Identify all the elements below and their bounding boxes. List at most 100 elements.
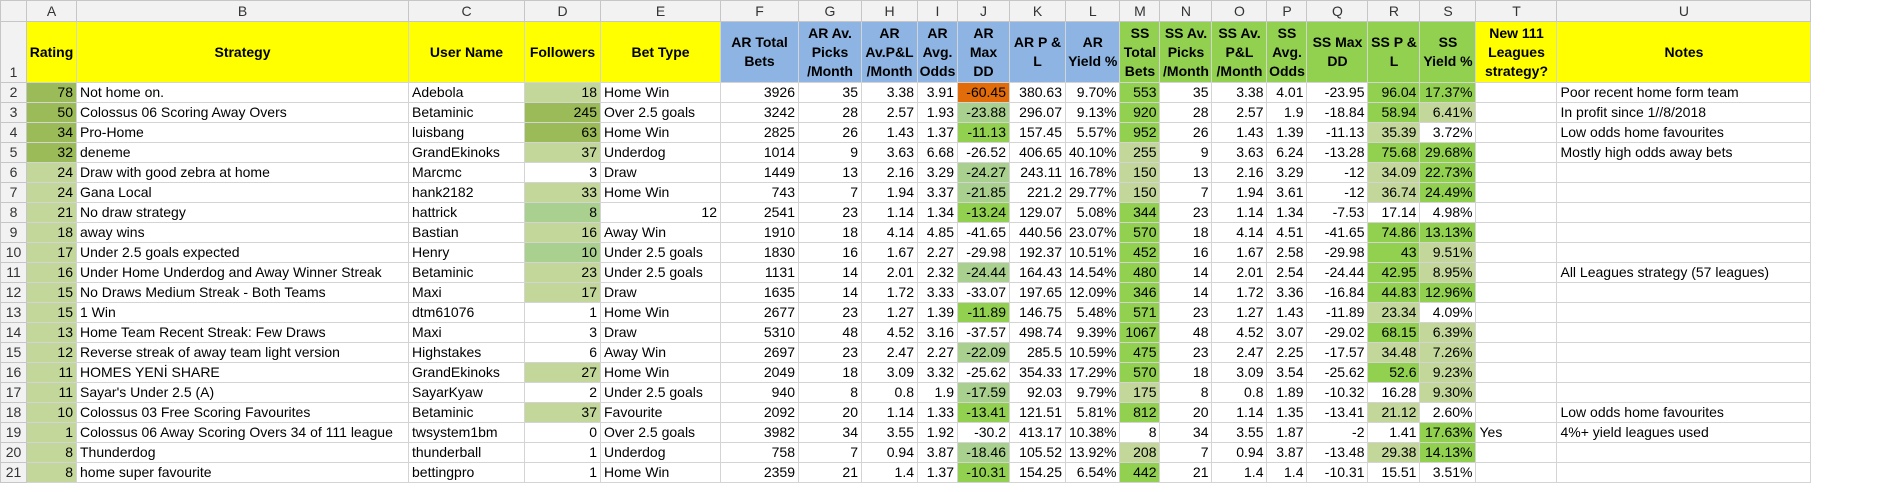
cell-u10[interactable] — [1556, 242, 1812, 263]
cell-c16[interactable]: GrandEkinoks — [408, 362, 525, 383]
row-number[interactable]: 4 — [0, 122, 27, 143]
cell-l19[interactable]: 10.38% — [1064, 422, 1121, 443]
cell-d19[interactable]: 0 — [524, 422, 601, 443]
cell-m8[interactable]: 344 — [1119, 202, 1161, 223]
cell-l14[interactable]: 9.39% — [1064, 322, 1121, 343]
cell-d16[interactable]: 27 — [524, 362, 601, 383]
cell-u4[interactable]: Low odds home favourites — [1556, 122, 1812, 143]
cell-s21[interactable]: 3.51% — [1419, 462, 1477, 483]
cell-m19[interactable]: 8 — [1119, 422, 1161, 443]
cell-b20[interactable]: Thunderdog — [76, 442, 409, 463]
cell-q4[interactable]: -11.13 — [1306, 122, 1369, 143]
cell-r18[interactable]: 21.12 — [1367, 402, 1421, 423]
cell-s11[interactable]: 8.95% — [1419, 262, 1477, 283]
header-cell[interactable]: AR Avg. Odds — [917, 21, 958, 83]
cell-g15[interactable]: 23 — [798, 342, 862, 363]
select-all-corner[interactable] — [0, 0, 27, 22]
cell-n13[interactable]: 23 — [1159, 302, 1213, 323]
cell-a4[interactable]: 34 — [26, 122, 77, 143]
cell-d18[interactable]: 37 — [524, 402, 601, 423]
cell-m13[interactable]: 571 — [1119, 302, 1161, 323]
cell-l13[interactable]: 5.48% — [1064, 302, 1121, 323]
cell-r17[interactable]: 16.28 — [1367, 382, 1421, 403]
cell-u3[interactable]: In profit since 1//8/2018 — [1556, 102, 1812, 123]
cell-e21[interactable]: Home Win — [600, 462, 721, 483]
cell-g12[interactable]: 14 — [798, 282, 862, 303]
cell-g6[interactable]: 13 — [798, 162, 862, 183]
cell-h4[interactable]: 1.43 — [861, 122, 918, 143]
cell-g20[interactable]: 7 — [798, 442, 862, 463]
cell-j9[interactable]: -41.65 — [957, 222, 1010, 243]
cell-g3[interactable]: 28 — [798, 102, 862, 123]
cell-q3[interactable]: -18.84 — [1306, 102, 1369, 123]
cell-f3[interactable]: 3242 — [720, 102, 799, 123]
cell-i16[interactable]: 3.32 — [917, 362, 958, 383]
column-header-c[interactable]: C — [408, 0, 525, 22]
header-cell[interactable]: AR Av.P&L /Month — [861, 21, 918, 83]
cell-e18[interactable]: Favourite — [600, 402, 721, 423]
row-number[interactable]: 15 — [0, 342, 27, 363]
cell-h17[interactable]: 0.8 — [861, 382, 918, 403]
cell-r5[interactable]: 75.68 — [1367, 142, 1421, 163]
cell-e14[interactable]: Draw — [600, 322, 721, 343]
cell-f8[interactable]: 2541 — [720, 202, 799, 223]
row-number[interactable]: 18 — [0, 402, 27, 423]
row-number[interactable]: 5 — [0, 142, 27, 163]
cell-u6[interactable] — [1556, 162, 1812, 183]
cell-j17[interactable]: -17.59 — [957, 382, 1010, 403]
cell-t15[interactable] — [1475, 342, 1558, 363]
cell-k17[interactable]: 92.03 — [1009, 382, 1066, 403]
column-header-e[interactable]: E — [600, 0, 721, 22]
cell-p19[interactable]: 1.87 — [1266, 422, 1308, 443]
cell-n8[interactable]: 23 — [1159, 202, 1213, 223]
cell-f19[interactable]: 3982 — [720, 422, 799, 443]
row-number[interactable]: 16 — [0, 362, 27, 383]
cell-c17[interactable]: SayarKyaw — [408, 382, 525, 403]
cell-p18[interactable]: 1.35 — [1266, 402, 1308, 423]
cell-j8[interactable]: -13.24 — [957, 202, 1010, 223]
cell-n6[interactable]: 13 — [1159, 162, 1213, 183]
cell-j2[interactable]: -60.45 — [957, 82, 1010, 103]
cell-k14[interactable]: 498.74 — [1009, 322, 1066, 343]
row-number[interactable]: 13 — [0, 302, 27, 323]
column-header-h[interactable]: H — [861, 0, 918, 22]
row-number[interactable]: 1 — [0, 21, 27, 83]
cell-d13[interactable]: 1 — [524, 302, 601, 323]
cell-h15[interactable]: 2.47 — [861, 342, 918, 363]
cell-l16[interactable]: 17.29% — [1064, 362, 1121, 383]
cell-b4[interactable]: Pro-Home — [76, 122, 409, 143]
cell-r4[interactable]: 35.39 — [1367, 122, 1421, 143]
cell-k12[interactable]: 197.65 — [1009, 282, 1066, 303]
cell-r3[interactable]: 58.94 — [1367, 102, 1421, 123]
cell-l12[interactable]: 12.09% — [1064, 282, 1121, 303]
cell-q11[interactable]: -24.44 — [1306, 262, 1369, 283]
cell-h14[interactable]: 4.52 — [861, 322, 918, 343]
cell-q17[interactable]: -10.32 — [1306, 382, 1369, 403]
cell-f18[interactable]: 2092 — [720, 402, 799, 423]
cell-n21[interactable]: 21 — [1159, 462, 1213, 483]
cell-j7[interactable]: -21.85 — [957, 182, 1010, 203]
cell-r13[interactable]: 23.34 — [1367, 302, 1421, 323]
cell-r6[interactable]: 34.09 — [1367, 162, 1421, 183]
cell-o12[interactable]: 1.72 — [1211, 282, 1268, 303]
cell-s20[interactable]: 14.13% — [1419, 442, 1477, 463]
cell-r21[interactable]: 15.51 — [1367, 462, 1421, 483]
cell-i18[interactable]: 1.33 — [917, 402, 958, 423]
cell-u16[interactable] — [1556, 362, 1812, 383]
cell-f4[interactable]: 2825 — [720, 122, 799, 143]
cell-u7[interactable] — [1556, 182, 1812, 203]
cell-a9[interactable]: 18 — [26, 222, 77, 243]
cell-h18[interactable]: 1.14 — [861, 402, 918, 423]
cell-m21[interactable]: 442 — [1119, 462, 1161, 483]
cell-o20[interactable]: 0.94 — [1211, 442, 1268, 463]
cell-p16[interactable]: 3.54 — [1266, 362, 1308, 383]
column-header-b[interactable]: B — [76, 0, 409, 22]
cell-j11[interactable]: -24.44 — [957, 262, 1010, 283]
cell-p12[interactable]: 3.36 — [1266, 282, 1308, 303]
cell-m2[interactable]: 553 — [1119, 82, 1161, 103]
cell-k6[interactable]: 243.11 — [1009, 162, 1066, 183]
cell-i10[interactable]: 2.27 — [917, 242, 958, 263]
cell-b5[interactable]: deneme — [76, 142, 409, 163]
cell-t18[interactable] — [1475, 402, 1558, 423]
